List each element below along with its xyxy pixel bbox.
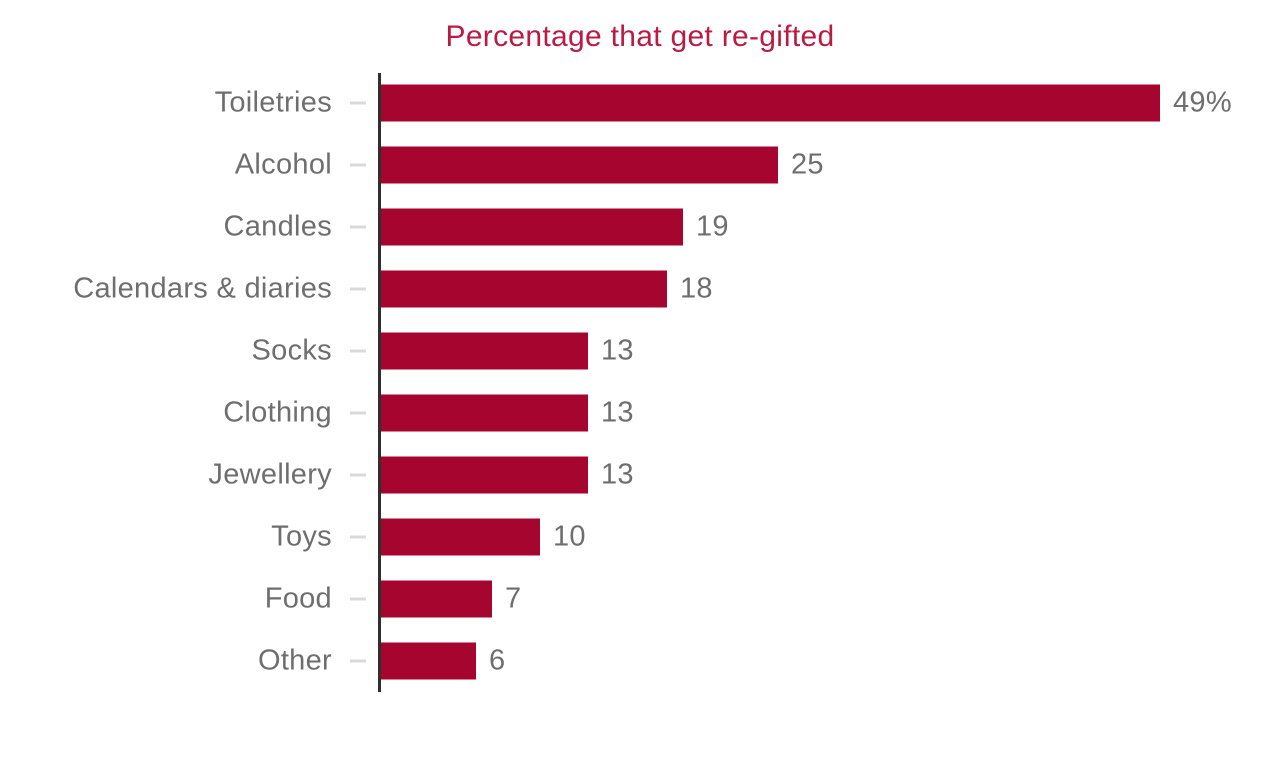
axis-tick	[350, 473, 366, 477]
value-label: 13	[601, 458, 634, 491]
bar-row: Toiletries 49%	[0, 72, 1280, 134]
axis-tick	[350, 287, 366, 291]
bar	[381, 146, 778, 184]
category-label: Alcohol	[234, 148, 332, 181]
value-label: 6	[489, 644, 506, 677]
category-label: Candles	[223, 210, 332, 243]
value-label: 25	[791, 148, 824, 181]
axis-tick	[350, 597, 366, 601]
y-axis-line	[378, 73, 381, 692]
bar-row: Clothing 13	[0, 382, 1280, 444]
bar-row: Toys 10	[0, 506, 1280, 568]
value-label: 13	[601, 396, 634, 429]
category-label: Food	[264, 582, 332, 615]
bar	[381, 580, 492, 618]
axis-tick	[350, 101, 366, 105]
axis-tick	[350, 349, 366, 353]
axis-tick	[350, 659, 366, 663]
category-label: Clothing	[223, 396, 332, 429]
value-label: 49%	[1173, 86, 1232, 119]
value-label: 10	[553, 520, 586, 553]
bar	[381, 208, 683, 246]
category-label: Toys	[271, 520, 332, 553]
bar	[381, 84, 1160, 122]
bar-row: Socks 13	[0, 320, 1280, 382]
category-label: Jewellery	[208, 458, 332, 491]
bar	[381, 270, 667, 308]
bar-row: Other 6	[0, 630, 1280, 692]
bar	[381, 394, 588, 432]
value-label: 13	[601, 334, 634, 367]
axis-tick	[350, 535, 366, 539]
bar	[381, 518, 540, 556]
bar	[381, 642, 476, 680]
bar-row: Food 7	[0, 568, 1280, 630]
bar	[381, 332, 588, 370]
category-label: Socks	[251, 334, 332, 367]
bar-row: Alcohol 25	[0, 134, 1280, 196]
bar-row: Calendars & diaries 18	[0, 258, 1280, 320]
axis-tick	[350, 411, 366, 415]
category-label: Toiletries	[214, 86, 332, 119]
category-label: Other	[257, 644, 332, 677]
value-label: 7	[505, 582, 522, 615]
axis-tick	[350, 225, 366, 229]
bar-row: Jewellery 13	[0, 444, 1280, 506]
axis-tick	[350, 163, 366, 167]
value-label: 19	[696, 210, 729, 243]
bar	[381, 456, 588, 494]
value-label: 18	[680, 272, 713, 305]
bar-row: Candles 19	[0, 196, 1280, 258]
chart-title: Percentage that get re-gifted	[445, 20, 835, 53]
category-label: Calendars & diaries	[73, 272, 332, 305]
